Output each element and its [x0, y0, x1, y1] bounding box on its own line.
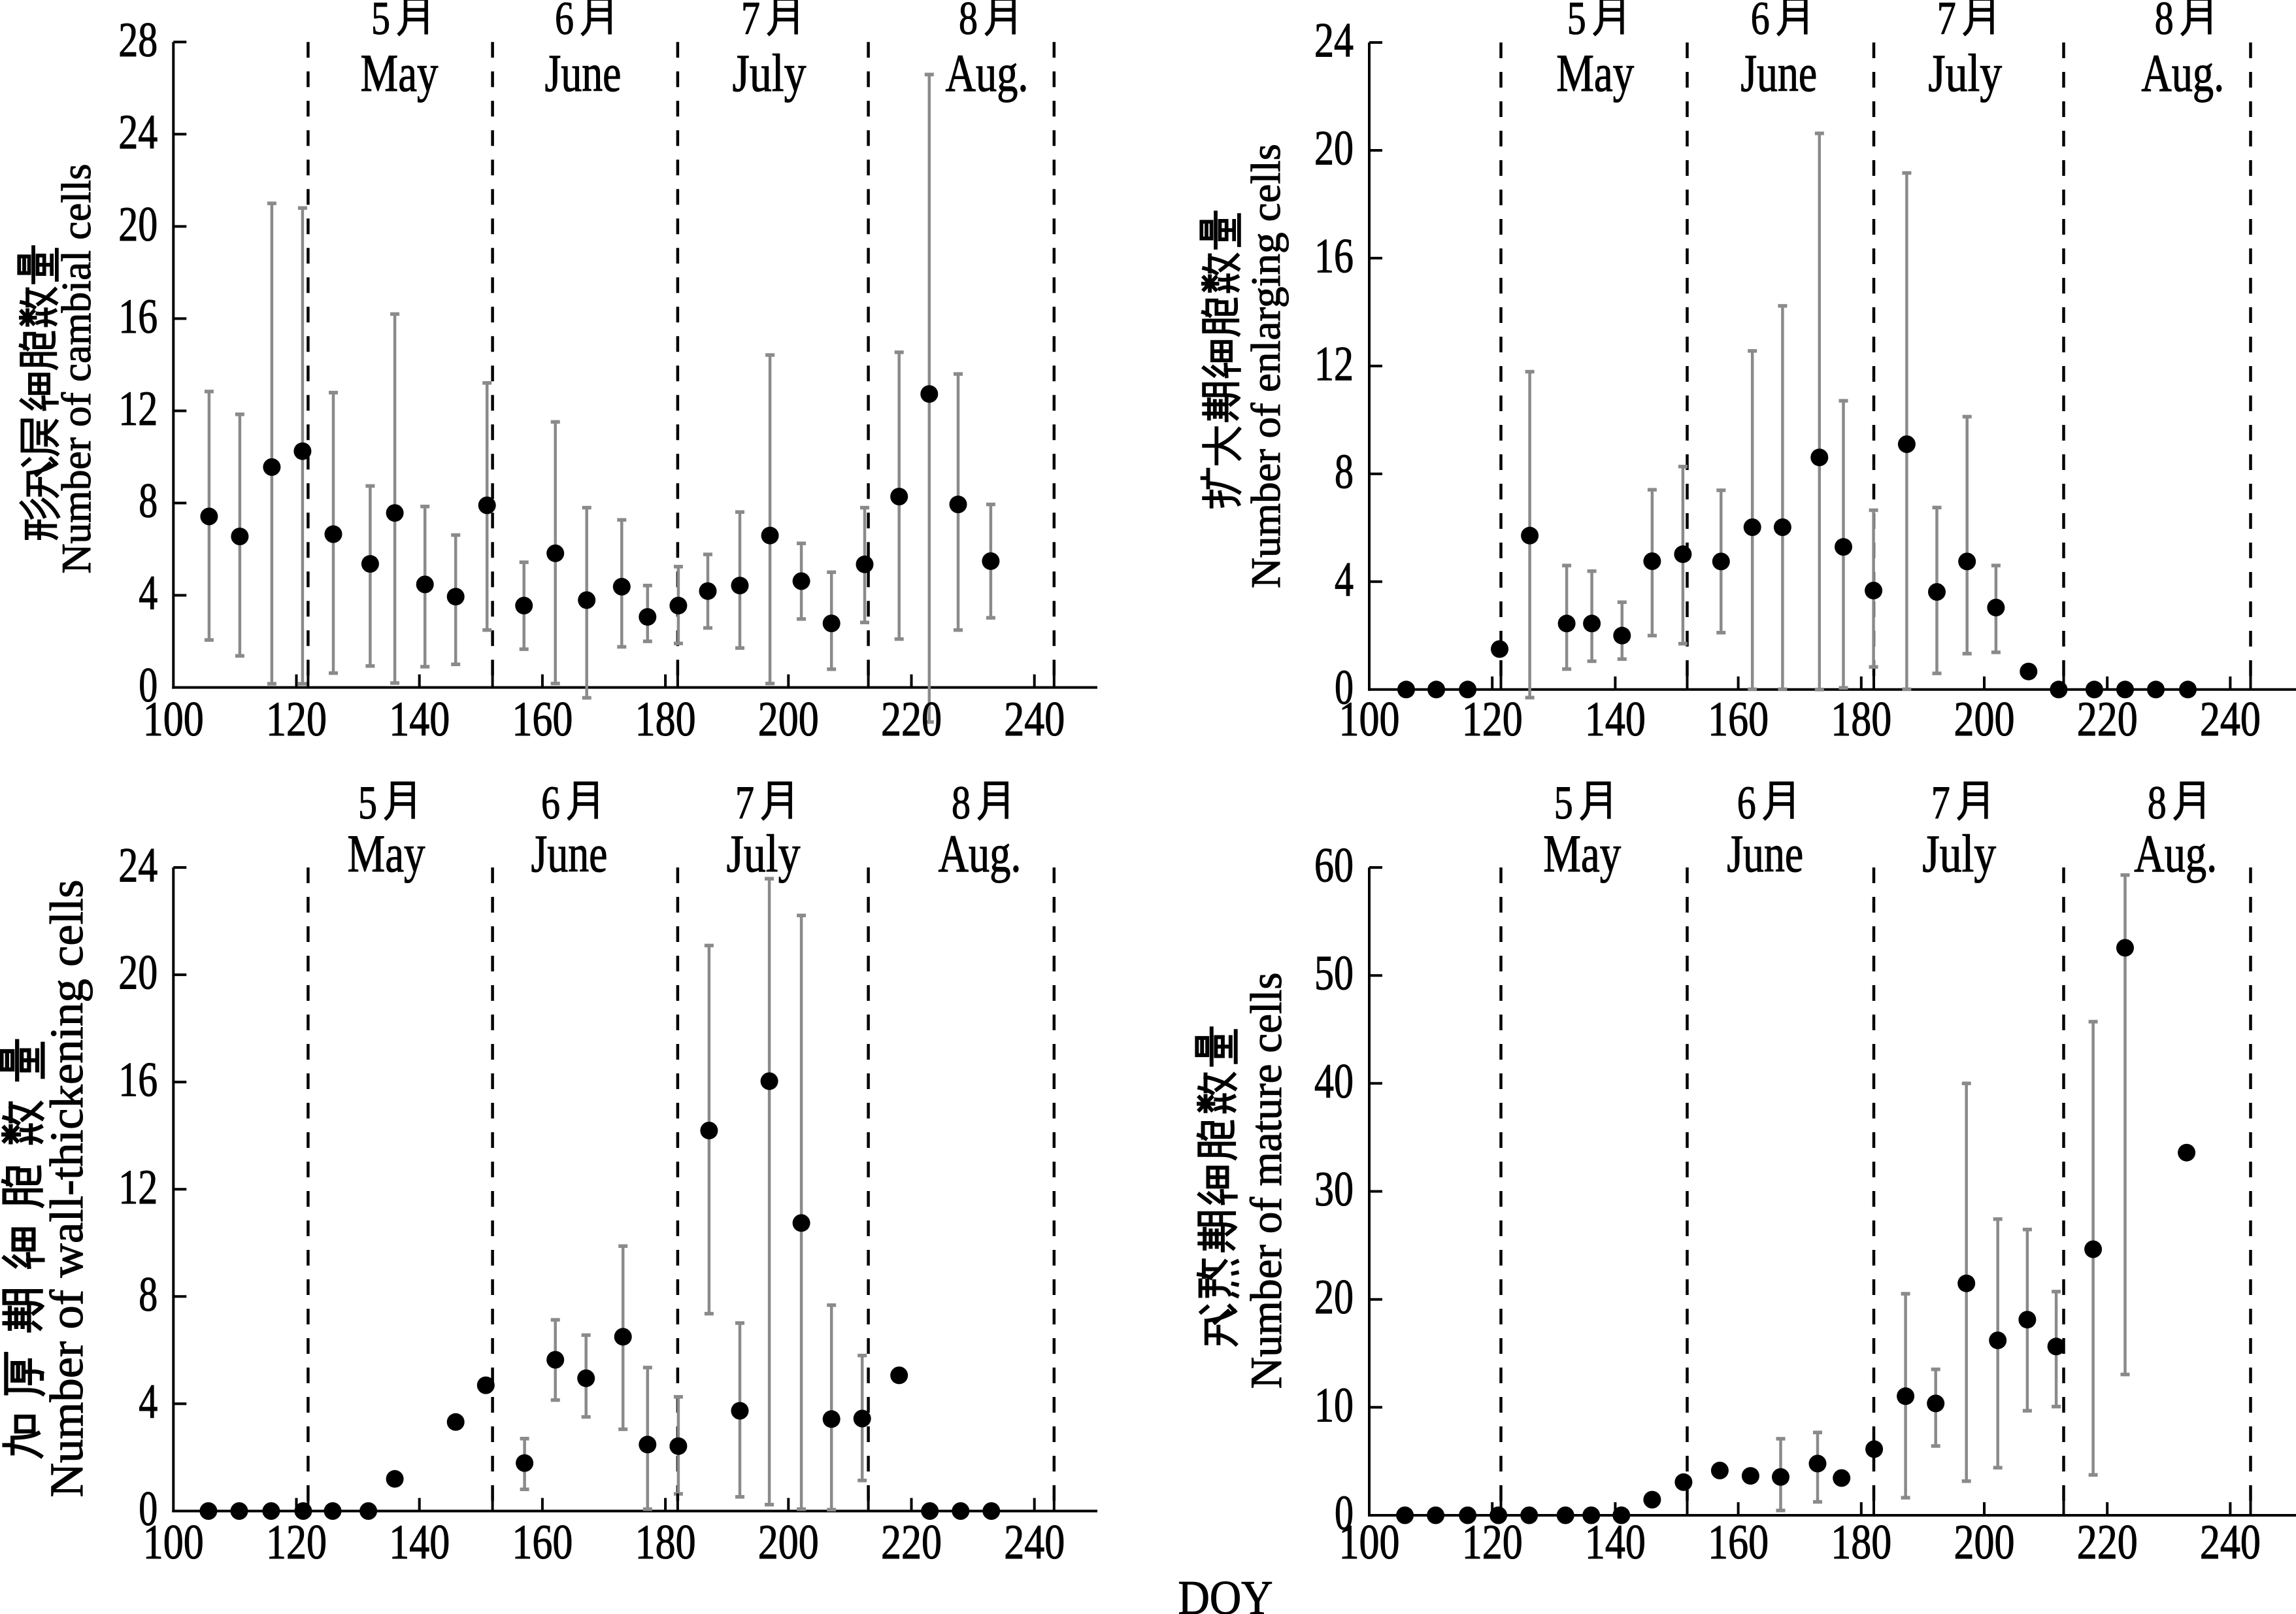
- svg-text:0: 0: [139, 1482, 158, 1536]
- svg-text:24: 24: [1314, 14, 1354, 68]
- svg-text:20: 20: [118, 946, 158, 1000]
- svg-text:240: 240: [1004, 1515, 1065, 1570]
- svg-text:24: 24: [118, 105, 158, 160]
- svg-text:200: 200: [758, 1515, 819, 1570]
- svg-text:60: 60: [1314, 839, 1354, 893]
- svg-text:10: 10: [1314, 1378, 1354, 1432]
- svg-text:100: 100: [1339, 692, 1400, 747]
- svg-text:240: 240: [2200, 692, 2261, 747]
- svg-text:July: July: [733, 43, 807, 103]
- svg-text:180: 180: [1831, 692, 1891, 747]
- svg-text:220: 220: [2077, 692, 2138, 747]
- svg-text:140: 140: [389, 692, 450, 747]
- svg-text:Number of enlarging cells: Number of enlarging cells: [1242, 144, 1289, 588]
- svg-text:6: 6: [555, 0, 574, 44]
- svg-text:140: 140: [389, 1515, 450, 1570]
- svg-text:4: 4: [139, 1375, 158, 1429]
- svg-text:June: June: [1740, 43, 1817, 103]
- svg-text:Number of cambial cells: Number of cambial cells: [53, 164, 99, 574]
- svg-text:200: 200: [1954, 1515, 2015, 1570]
- svg-text:8: 8: [2155, 0, 2174, 44]
- svg-text:120: 120: [1462, 692, 1523, 747]
- svg-text:June: June: [1727, 824, 1803, 883]
- svg-text:180: 180: [635, 692, 696, 747]
- svg-text:6: 6: [541, 777, 560, 829]
- svg-text:100: 100: [143, 1515, 204, 1570]
- svg-text:Number of wall-thickening cell: Number of wall-thickening cells: [41, 880, 93, 1498]
- svg-text:40: 40: [1314, 1054, 1354, 1109]
- svg-text:8: 8: [952, 777, 971, 829]
- svg-text:12: 12: [118, 1160, 158, 1215]
- svg-text:16: 16: [118, 1053, 158, 1107]
- svg-text:200: 200: [1954, 692, 2015, 747]
- svg-text:7: 7: [735, 777, 754, 829]
- svg-text:160: 160: [1708, 692, 1769, 747]
- svg-text:50: 50: [1314, 947, 1354, 1001]
- svg-text:6: 6: [1751, 0, 1770, 44]
- svg-text:0: 0: [139, 658, 158, 713]
- svg-text:May: May: [361, 43, 439, 103]
- svg-text:Number of mature cells: Number of mature cells: [1241, 973, 1291, 1389]
- svg-text:DOY: DOY: [1178, 1572, 1273, 1614]
- svg-text:8: 8: [139, 1268, 158, 1322]
- svg-text:5: 5: [1554, 777, 1573, 829]
- svg-text:16: 16: [1314, 229, 1354, 283]
- svg-text:12: 12: [1314, 337, 1354, 391]
- svg-text:7: 7: [1937, 0, 1956, 44]
- svg-text:140: 140: [1585, 1515, 1646, 1570]
- svg-text:July: July: [1928, 43, 2002, 103]
- svg-text:8: 8: [139, 474, 158, 528]
- svg-text:7: 7: [1931, 777, 1950, 829]
- svg-text:4: 4: [1335, 552, 1354, 607]
- svg-text:160: 160: [512, 692, 573, 747]
- svg-text:160: 160: [512, 1515, 573, 1570]
- svg-text:6: 6: [1737, 777, 1756, 829]
- svg-text:5: 5: [358, 777, 377, 829]
- svg-text:30: 30: [1314, 1162, 1354, 1217]
- svg-text:0: 0: [1335, 660, 1354, 715]
- svg-text:7: 7: [741, 0, 760, 44]
- svg-text:July: July: [1922, 824, 1996, 883]
- svg-text:180: 180: [635, 1515, 696, 1570]
- svg-text:24: 24: [118, 839, 158, 893]
- svg-text:120: 120: [266, 1515, 327, 1570]
- svg-text:5: 5: [1567, 0, 1586, 44]
- svg-text:4: 4: [139, 566, 158, 620]
- svg-text:May: May: [1543, 824, 1621, 883]
- svg-text:May: May: [348, 824, 425, 883]
- svg-text:120: 120: [1462, 1515, 1523, 1570]
- svg-text:8: 8: [2148, 777, 2167, 829]
- svg-text:100: 100: [143, 692, 204, 747]
- svg-text:120: 120: [266, 692, 327, 747]
- svg-text:Aug.: Aug.: [946, 43, 1029, 103]
- svg-text:220: 220: [881, 1515, 942, 1570]
- svg-text:May: May: [1556, 43, 1634, 103]
- svg-text:20: 20: [1314, 122, 1354, 176]
- svg-text:200: 200: [758, 692, 819, 747]
- svg-text:220: 220: [881, 692, 942, 747]
- svg-text:Aug.: Aug.: [2141, 43, 2224, 103]
- svg-text:Aug.: Aug.: [2134, 824, 2217, 883]
- svg-text:16: 16: [118, 290, 158, 344]
- svg-text:8: 8: [959, 0, 978, 44]
- svg-text:0: 0: [1335, 1487, 1354, 1541]
- svg-text:28: 28: [118, 13, 158, 67]
- svg-text:220: 220: [2077, 1515, 2138, 1570]
- svg-text:June: June: [531, 824, 608, 883]
- svg-text:5: 5: [371, 0, 390, 44]
- svg-text:20: 20: [1314, 1270, 1354, 1324]
- svg-text:180: 180: [1831, 1515, 1891, 1570]
- svg-text:June: June: [545, 43, 622, 103]
- svg-text:100: 100: [1339, 1515, 1400, 1570]
- svg-text:20: 20: [118, 197, 158, 252]
- svg-text:July: July: [727, 824, 801, 883]
- svg-text:8: 8: [1335, 445, 1354, 499]
- svg-text:140: 140: [1585, 692, 1646, 747]
- svg-text:240: 240: [1004, 692, 1065, 747]
- svg-text:Aug.: Aug.: [939, 824, 1022, 883]
- svg-text:240: 240: [2200, 1515, 2261, 1570]
- svg-text:160: 160: [1708, 1515, 1769, 1570]
- svg-text:12: 12: [118, 382, 158, 436]
